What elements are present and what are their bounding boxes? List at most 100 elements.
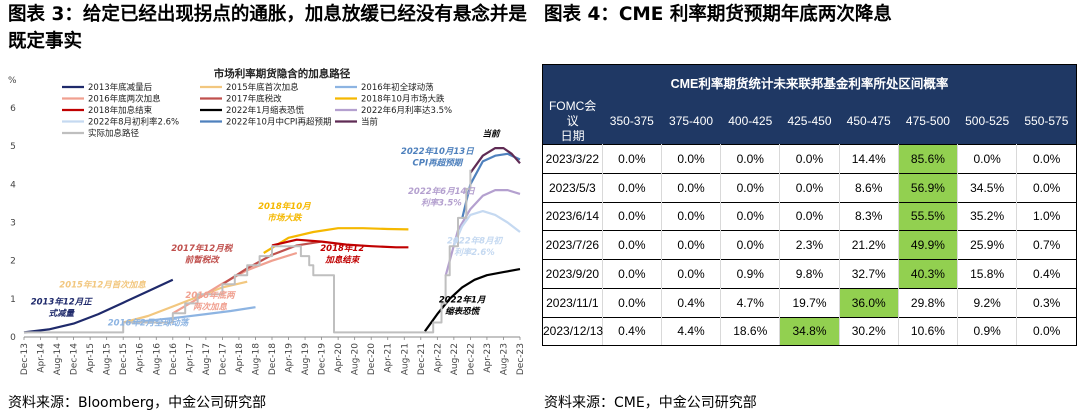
- x-tick-label: Dec-21: [417, 343, 427, 375]
- x-tick-label: Aug-19: [301, 343, 311, 376]
- x-tick-label: Apr-17: [185, 343, 195, 373]
- legend-label: 实际加息路径: [88, 128, 140, 139]
- probability-cell: 0.0%: [720, 201, 781, 231]
- chart-annotation: 2016年2月全球动荡: [108, 318, 190, 329]
- x-tick-label: Apr-20: [334, 343, 344, 373]
- probability-cell: 14.4%: [839, 144, 899, 174]
- x-tick-label: Dec-18: [268, 343, 278, 375]
- probability-cell: 0.9%: [957, 316, 1018, 345]
- x-tick-label: Dec-20: [367, 343, 377, 375]
- probability-cell: 21.2%: [839, 230, 899, 260]
- table-row: 2023/7/26 0.0% 0.0% 0.0% 2.3% 21.2% 49.9% 25.9%…: [543, 230, 1076, 260]
- header-fomc-date: FOMC会议 日期: [543, 99, 603, 145]
- table-row: 2023/11/1 0.0% 0.4% 4.7% 19.7% 36.0% 29.8% 9.2%…: [543, 287, 1076, 318]
- x-tick-label: Apr-22: [433, 343, 443, 373]
- probability-cell: 0.4%: [602, 316, 662, 345]
- rate-path-line-chart: 市场利率期货隐含的加息路径% 0 1 2 3 4 5 6 Dec-13 Apr-14 Aug-14 D…: [8, 67, 526, 376]
- cme-probability-table-container: CME利率期货统计未来联邦基金利率所处区间概率 FOMC会议 日期 350-375 3…: [542, 64, 1077, 346]
- chart-annotation: 缩表恐慌: [445, 306, 482, 317]
- chart-title: 市场利率期货隐含的加息路径: [214, 67, 351, 80]
- row-date-cell: 2023/3/22: [543, 144, 603, 174]
- probability-cell: 34.5%: [957, 172, 1018, 203]
- x-tick-label: Apr-14: [37, 343, 47, 373]
- probability-cell: 0.0%: [661, 172, 722, 203]
- y-axis-label: %: [8, 76, 17, 86]
- header-rate-range: 400-425: [720, 99, 780, 145]
- table-row: 2023/9/20 0.0% 0.0% 0.9% 9.8% 32.7% 40.3% 15.8%…: [543, 259, 1076, 289]
- legend-label: 2022年8月初利率2.6%: [88, 117, 179, 128]
- y-tick-label: 5: [10, 142, 16, 152]
- x-tick-label: Aug-16: [152, 343, 162, 376]
- series-line: [461, 152, 521, 219]
- header-fomc-date-line: 日期: [560, 129, 585, 143]
- probability-cell: 0.0%: [720, 172, 781, 203]
- table-title-row: CME利率期货统计未来联邦基金利率所处区间概率: [543, 65, 1076, 99]
- probability-cell: 0.9%: [720, 259, 781, 289]
- row-date-cell: 2023/12/13: [543, 316, 603, 345]
- x-tick-label: Apr-19: [285, 343, 295, 373]
- header-rate-range: 550-575: [1016, 99, 1076, 145]
- x-tick-label: Dec-23: [516, 343, 526, 375]
- chart-annotation: 市场大跌: [267, 213, 303, 224]
- x-tick-label: Aug-17: [202, 343, 212, 375]
- header-rate-range: 450-475: [839, 99, 899, 145]
- y-tick-label: 3: [10, 219, 16, 229]
- series-line: [263, 227, 409, 254]
- table-header-row: FOMC会议 日期 350-375 375-400 400-425 425-450 450-…: [543, 99, 1076, 145]
- x-tick-label: Dec-16: [169, 343, 179, 375]
- probability-cell-highlight: 85.6%: [898, 144, 959, 174]
- series-line: [424, 268, 521, 332]
- probability-cell: 0.4%: [661, 287, 722, 318]
- probability-cell: 30.2%: [839, 316, 899, 345]
- probability-cell: 18.6%: [720, 316, 781, 345]
- probability-cell: 0.0%: [779, 172, 840, 203]
- x-tick-label: Aug-14: [53, 343, 63, 376]
- probability-cell: 0.0%: [957, 144, 1018, 174]
- probability-cell: 32.7%: [839, 259, 899, 289]
- right-source-note: 资料来源：CME，中金公司研究部: [544, 395, 757, 411]
- probability-cell: 0.0%: [720, 144, 781, 174]
- chart-annotation: 2017年12月税: [171, 243, 233, 254]
- legend-label: 2016年初全球动荡: [361, 82, 434, 93]
- x-tick-label: Dec-19: [318, 343, 328, 375]
- y-tick-label: 4: [10, 180, 16, 190]
- legend-label: 2018年加息结束: [88, 105, 153, 116]
- probability-cell: 35.2%: [957, 201, 1018, 231]
- x-tick-label: Dec-13: [20, 343, 30, 375]
- probability-cell: 0.0%: [602, 230, 662, 260]
- chart-annotation: 2018年12: [320, 243, 364, 254]
- probability-cell: 0.0%: [602, 201, 662, 231]
- probability-cell: 1.0%: [1016, 201, 1076, 231]
- probability-cell: 0.3%: [1016, 287, 1076, 318]
- row-date-cell: 2023/11/1: [543, 287, 603, 318]
- chart-annotation: 2022年8月初: [447, 235, 504, 246]
- x-tick-label: Dec-22: [466, 343, 476, 375]
- chart-annotation: 加息结束: [324, 255, 361, 266]
- probability-cell: 25.9%: [957, 230, 1018, 260]
- chart-annotation: 2013年12月正: [31, 297, 93, 308]
- chart-annotation: 利率3.5%: [421, 197, 462, 208]
- probability-cell-highlight: 55.5%: [898, 201, 959, 231]
- probability-cell: 0.0%: [1016, 172, 1076, 203]
- probability-cell-highlight: 36.0%: [839, 287, 899, 318]
- header-rate-range: 425-450: [779, 99, 840, 145]
- x-tick-label: Aug-20: [351, 343, 361, 376]
- probability-cell: 0.0%: [602, 172, 662, 203]
- probability-cell: 0.0%: [1016, 144, 1076, 174]
- series-line: [452, 210, 521, 246]
- x-tick-label: Apr-23: [483, 343, 493, 373]
- chart-annotation: CPI再超预期: [413, 157, 464, 168]
- x-tick-label: Aug-21: [400, 343, 410, 375]
- probability-cell: 0.0%: [1016, 316, 1076, 345]
- probability-cell: 0.0%: [661, 201, 722, 231]
- series-line: [469, 146, 521, 174]
- row-date-cell: 2023/6/14: [543, 201, 603, 231]
- chart-annotation: 利率2.6%: [454, 247, 495, 258]
- series-line: [23, 278, 174, 334]
- left-source-note: 资料来源：Bloomberg，中金公司研究部: [8, 395, 267, 411]
- x-tick-label: Aug-18: [251, 343, 261, 376]
- legend-label: 2022年1月缩表恐慌: [226, 105, 305, 116]
- x-tick-label: Apr-16: [136, 343, 146, 373]
- probability-cell-highlight: 34.8%: [779, 316, 840, 345]
- table-row: 2023/5/3 0.0% 0.0% 0.0% 0.0% 8.6% 56.9% 34.5% 0.…: [543, 172, 1076, 203]
